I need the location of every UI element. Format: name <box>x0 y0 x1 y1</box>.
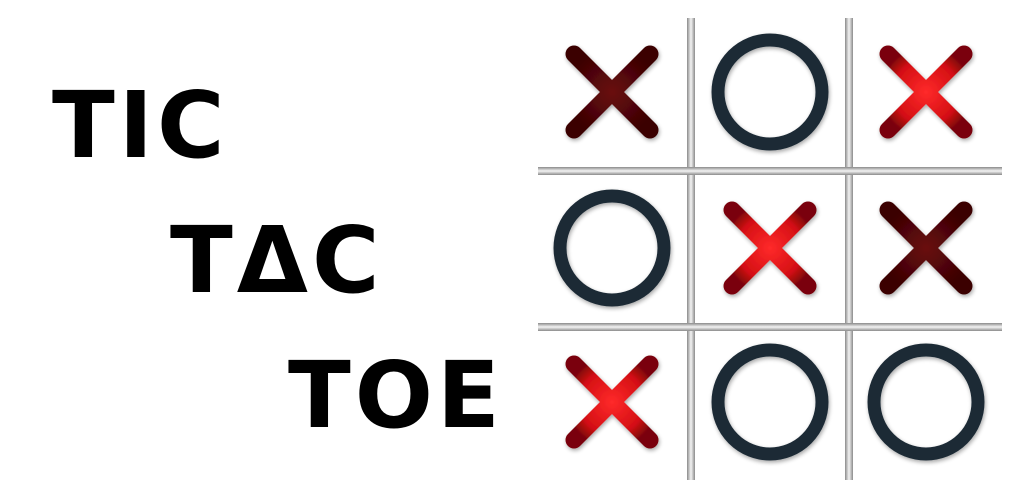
o-mark <box>711 33 829 151</box>
o-mark <box>553 189 671 307</box>
board-cell-r2-c1[interactable] <box>711 343 829 461</box>
grid-line-vertical-1 <box>687 18 695 480</box>
board-cell-r1-c2[interactable] <box>879 201 973 295</box>
x-mark <box>723 201 817 295</box>
o-mark <box>711 343 829 461</box>
board-cell-r1-c1[interactable] <box>723 201 817 295</box>
title-word-tic: TIC <box>52 72 229 179</box>
x-mark <box>565 45 659 139</box>
board-cell-r1-c0[interactable] <box>553 189 671 307</box>
board-cell-r0-c2[interactable] <box>879 45 973 139</box>
grid-line-horizontal-2 <box>538 323 1002 331</box>
x-mark <box>879 45 973 139</box>
o-mark <box>867 343 985 461</box>
board-cell-r2-c2[interactable] <box>867 343 985 461</box>
grid-line-vertical-2 <box>845 18 853 480</box>
board-cell-r0-c1[interactable] <box>711 33 829 151</box>
board-cell-r2-c0[interactable] <box>565 355 659 449</box>
title-word-tac: TΔC <box>170 207 384 314</box>
title-word-toe: TOE <box>288 342 504 449</box>
grid-line-horizontal-1 <box>538 167 1002 175</box>
x-mark <box>565 355 659 449</box>
x-mark <box>879 201 973 295</box>
board-cell-r0-c0[interactable] <box>565 45 659 139</box>
